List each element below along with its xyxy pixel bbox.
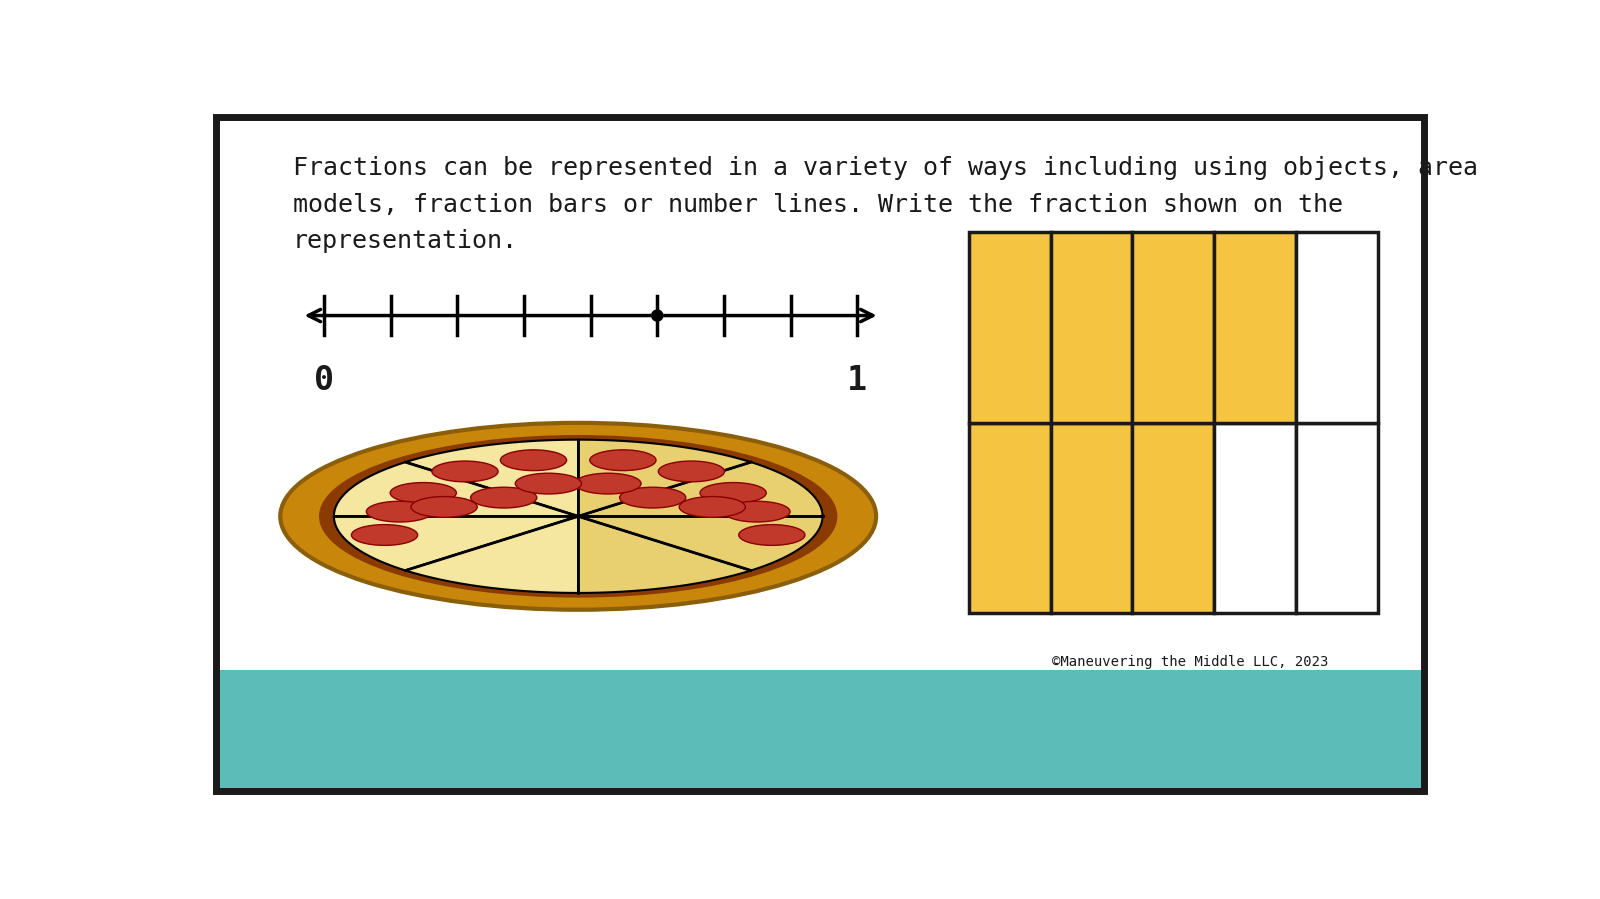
Bar <box>1296 423 1378 613</box>
Ellipse shape <box>651 309 664 322</box>
Bar <box>1133 233 1214 423</box>
Ellipse shape <box>411 496 477 517</box>
Polygon shape <box>334 516 578 571</box>
Text: Fractions can be represented in a variety of ways including using objects, area
: Fractions can be represented in a variet… <box>293 156 1478 253</box>
Bar <box>216 117 1424 670</box>
Ellipse shape <box>366 502 432 522</box>
Ellipse shape <box>280 423 877 610</box>
Bar <box>1214 423 1296 613</box>
Bar <box>1051 233 1133 423</box>
Polygon shape <box>578 440 750 516</box>
Polygon shape <box>334 462 578 516</box>
Bar <box>1214 233 1296 423</box>
Bar <box>1051 423 1133 613</box>
Ellipse shape <box>739 525 805 546</box>
Ellipse shape <box>501 450 566 470</box>
Ellipse shape <box>352 525 418 546</box>
Polygon shape <box>578 462 822 516</box>
Bar <box>1296 233 1378 423</box>
Polygon shape <box>405 440 578 516</box>
Ellipse shape <box>619 487 686 508</box>
Polygon shape <box>405 516 578 593</box>
Ellipse shape <box>318 435 837 598</box>
Bar <box>970 423 1051 613</box>
Ellipse shape <box>470 487 538 508</box>
Text: ©Maneuvering the Middle LLC, 2023: ©Maneuvering the Middle LLC, 2023 <box>1053 654 1328 669</box>
Ellipse shape <box>701 483 766 503</box>
Text: 1: 1 <box>846 364 867 397</box>
Ellipse shape <box>432 461 498 482</box>
Ellipse shape <box>390 483 456 503</box>
Polygon shape <box>578 516 750 593</box>
Bar <box>1133 423 1214 613</box>
Text: 0: 0 <box>314 364 334 397</box>
Ellipse shape <box>658 461 725 482</box>
Ellipse shape <box>723 502 790 522</box>
Ellipse shape <box>515 473 581 494</box>
Bar <box>216 670 1424 791</box>
Polygon shape <box>578 516 822 571</box>
Bar <box>970 233 1051 423</box>
Ellipse shape <box>678 496 746 517</box>
Ellipse shape <box>590 450 656 470</box>
Ellipse shape <box>574 473 642 494</box>
